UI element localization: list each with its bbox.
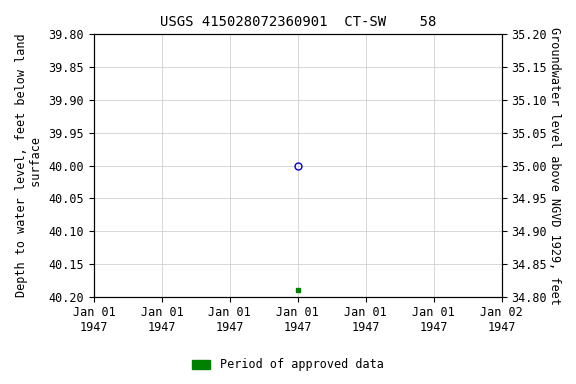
Legend: Period of approved data: Period of approved data [188, 354, 388, 376]
Y-axis label: Depth to water level, feet below land
 surface: Depth to water level, feet below land su… [15, 34, 43, 297]
Y-axis label: Groundwater level above NGVD 1929, feet: Groundwater level above NGVD 1929, feet [548, 26, 561, 305]
Title: USGS 415028072360901  CT-SW    58: USGS 415028072360901 CT-SW 58 [160, 15, 436, 29]
